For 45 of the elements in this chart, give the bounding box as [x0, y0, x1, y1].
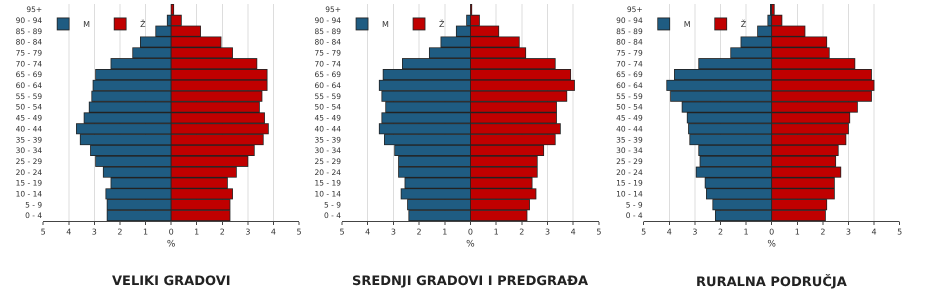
x-tick-label: 2 — [117, 228, 122, 237]
legend-label: Ž — [740, 19, 747, 30]
x-tick-label: 0 — [168, 228, 174, 237]
x-tick-label: 2 — [820, 228, 826, 237]
x-tick-label: 4 — [666, 228, 672, 237]
x-tick-label: 2 — [718, 228, 724, 237]
legend-label: Ž — [140, 19, 146, 30]
x-tick-label: 3 — [846, 228, 851, 237]
legend-label: Ž — [439, 19, 446, 30]
x-tick-label: 5 — [897, 228, 902, 237]
x-tick-label: 3 — [245, 228, 250, 237]
x-tick-label: 1 — [794, 228, 800, 237]
x-tick-label: 3 — [92, 228, 97, 237]
legend-label: M — [382, 20, 390, 30]
x-tick-label: 3 — [390, 228, 396, 237]
x-tick-label: 2 — [220, 228, 225, 237]
text: SREDNJI GRADOVI I PREDGRAĐA — [352, 274, 588, 289]
x-tick-label: 1 — [494, 228, 499, 237]
x-tick-label: 4 — [66, 228, 72, 237]
x-tick-label: 1 — [744, 228, 749, 237]
legend-label: M — [83, 20, 90, 30]
x-tick-label: 3 — [692, 228, 698, 237]
x-tick-label: 4 — [871, 228, 877, 237]
x-tick-label: 0 — [769, 228, 774, 237]
x-tick-label: 0 — [468, 228, 474, 237]
x-tick-label: 4 — [570, 228, 576, 237]
x-tick-label: 4 — [270, 228, 276, 237]
x-tick-label: 1 — [194, 228, 200, 237]
text: RURALNA PODRUČJA — [696, 273, 847, 290]
x-tick-label: 1 — [142, 228, 148, 237]
x-tick-label: 5 — [596, 228, 602, 237]
x-tick-label: 2 — [519, 228, 524, 237]
x-tick-label: 5 — [339, 228, 345, 237]
x-tick-label: 1 — [442, 228, 448, 237]
text: VELIKI GRADOVI — [112, 274, 231, 289]
x-axis-title: % — [166, 240, 176, 250]
x-axis-title: % — [767, 240, 776, 250]
legend-label: M — [684, 20, 691, 30]
x-tick-label: 2 — [416, 228, 422, 237]
x-tick-label: 5 — [296, 228, 302, 237]
x-tick-label: 4 — [365, 228, 370, 237]
x-axis-title: % — [466, 240, 476, 250]
x-tick-label: 3 — [544, 228, 550, 237]
x-tick-label: 5 — [40, 228, 46, 237]
x-tick-label: 5 — [641, 228, 646, 237]
